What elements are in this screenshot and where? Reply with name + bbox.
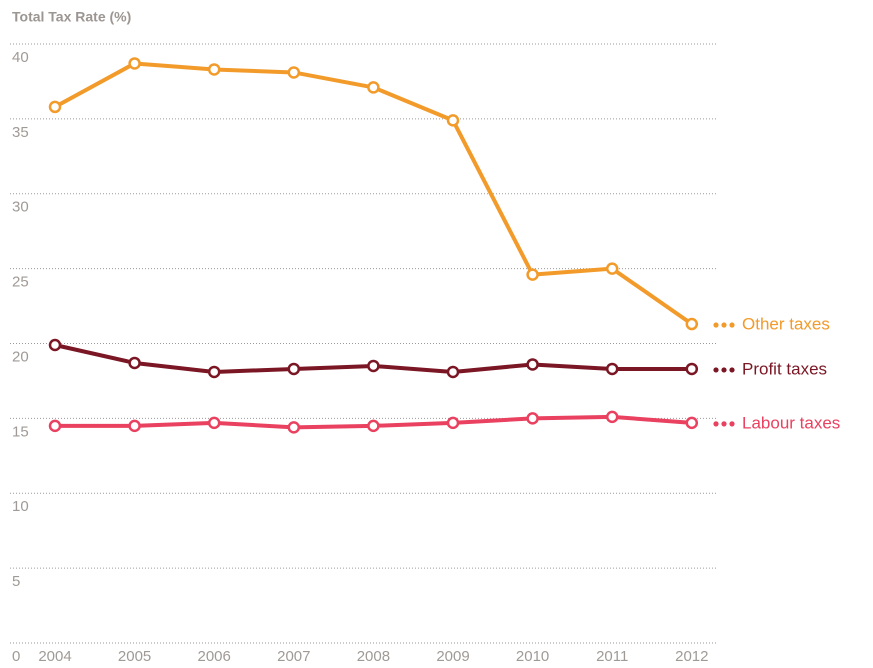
data-point <box>128 356 141 370</box>
y-tick-label: 25 <box>12 274 29 291</box>
data-point <box>48 419 62 433</box>
y-tick-label: 20 <box>12 348 29 365</box>
data-point <box>287 421 301 434</box>
legend-dot <box>721 322 727 328</box>
data-point <box>128 57 141 70</box>
data-point <box>446 114 460 127</box>
x-tick-label: 2010 <box>516 648 549 665</box>
legend-label: Labour taxes <box>742 413 840 432</box>
data-point <box>128 419 141 433</box>
y-tick-label: 35 <box>12 124 29 141</box>
data-point <box>287 362 301 376</box>
legend-dot <box>713 367 719 373</box>
chart-title: Total Tax Rate (%) <box>12 9 131 25</box>
data-point <box>207 63 221 76</box>
data-point <box>526 268 539 281</box>
x-tick-label: 2012 <box>675 648 708 665</box>
data-point <box>605 410 619 424</box>
data-point <box>685 416 699 430</box>
data-point <box>367 359 380 373</box>
y-tick-label: 5 <box>12 573 20 590</box>
legend-dot <box>721 421 727 427</box>
legend-dot <box>721 367 727 373</box>
legend-dot <box>713 322 719 328</box>
data-point <box>287 66 301 79</box>
legend-dot <box>729 322 735 328</box>
data-point <box>685 362 699 376</box>
data-point <box>367 81 380 94</box>
data-point <box>207 416 221 430</box>
y-tick-label: 15 <box>12 423 29 440</box>
data-point <box>605 362 619 376</box>
x-tick-label: 2009 <box>436 648 469 665</box>
y-tick-label: 30 <box>12 199 29 216</box>
legend-dot <box>729 367 735 373</box>
data-point <box>48 100 62 114</box>
data-point <box>48 338 62 352</box>
data-point <box>207 365 221 379</box>
legend-dot <box>713 421 719 427</box>
data-point <box>446 365 460 379</box>
legend-label: Profit taxes <box>742 359 827 378</box>
x-tick-label: 2006 <box>198 648 231 665</box>
legend-label: Other taxes <box>742 315 830 334</box>
y-tick-label: 10 <box>12 498 29 515</box>
data-point <box>446 416 460 430</box>
x-tick-label: 2005 <box>118 648 151 665</box>
x-tick-label: 2011 <box>596 648 628 665</box>
x-tick-label: 2007 <box>277 648 310 665</box>
data-point <box>685 317 699 331</box>
data-point <box>526 412 539 425</box>
x-tick-label: 2008 <box>357 648 390 665</box>
data-point <box>526 358 539 371</box>
y-tick-label: 40 <box>12 49 29 66</box>
data-point <box>367 419 380 433</box>
x-tick-label: 2004 <box>38 648 71 665</box>
y-tick-label: 0 <box>12 648 20 665</box>
data-point <box>605 262 619 275</box>
legend-dot <box>729 421 735 427</box>
